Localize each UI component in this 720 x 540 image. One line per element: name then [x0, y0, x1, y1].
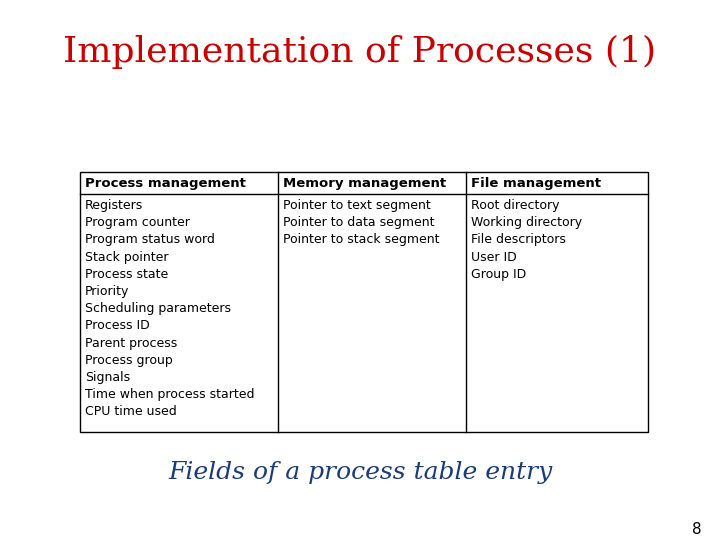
Text: Parent process: Parent process [85, 336, 177, 349]
Bar [80, 172, 648, 432]
Text: CPU time used: CPU time used [85, 406, 176, 419]
Text: Process group: Process group [85, 354, 173, 367]
Text: Group ID: Group ID [471, 268, 526, 281]
Text: Process state: Process state [85, 268, 168, 281]
Text: Pointer to text segment: Pointer to text segment [283, 199, 431, 212]
Text: Signals: Signals [85, 371, 130, 384]
Text: 8: 8 [693, 523, 702, 537]
Text: Pointer to data segment: Pointer to data segment [283, 216, 434, 229]
Text: Root directory: Root directory [471, 199, 559, 212]
Text: Working directory: Working directory [471, 216, 582, 229]
Text: Memory management: Memory management [283, 177, 446, 190]
Text: Time when process started: Time when process started [85, 388, 254, 401]
Text: File management: File management [471, 177, 601, 190]
Text: Scheduling parameters: Scheduling parameters [85, 302, 231, 315]
Text: User ID: User ID [471, 251, 517, 264]
Text: Process ID: Process ID [85, 319, 150, 332]
Text: File descriptors: File descriptors [471, 233, 566, 246]
Text: Priority: Priority [85, 285, 130, 298]
Text: Program counter: Program counter [85, 216, 190, 229]
Text: Fields of a process table entry: Fields of a process table entry [168, 461, 552, 483]
Text: Registers: Registers [85, 199, 143, 212]
Text: Stack pointer: Stack pointer [85, 251, 168, 264]
Text: Implementation of Processes (1): Implementation of Processes (1) [63, 35, 657, 69]
Text: Pointer to stack segment: Pointer to stack segment [283, 233, 439, 246]
Text: Program status word: Program status word [85, 233, 215, 246]
Text: Process management: Process management [85, 177, 246, 190]
